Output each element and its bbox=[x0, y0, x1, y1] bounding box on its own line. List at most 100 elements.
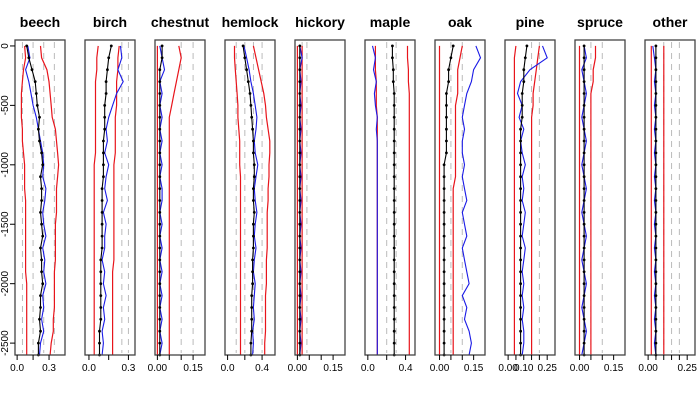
mean-point bbox=[519, 222, 522, 226]
series-upper-bound bbox=[452, 45, 463, 355]
mean-point bbox=[582, 199, 586, 202]
mean-point bbox=[392, 329, 396, 333]
x-tick-label: 0.15 bbox=[604, 363, 624, 374]
panel-other: other 0.00 0.25 bbox=[638, 14, 697, 374]
mean-point bbox=[654, 163, 658, 167]
mean-point bbox=[250, 115, 254, 119]
mean-point bbox=[298, 175, 302, 179]
mean-point bbox=[442, 282, 446, 286]
x-tick-label: 0.25 bbox=[537, 363, 557, 374]
x-tick-label: 0.00 bbox=[430, 363, 450, 374]
series-upper-bound bbox=[168, 45, 182, 355]
panel-spruce: spruce 0.00 0.15 bbox=[570, 14, 626, 374]
y-tick-label: -500 bbox=[0, 95, 11, 115]
mean-point bbox=[107, 56, 111, 60]
mean-point bbox=[103, 127, 107, 131]
x-tick-label: 0.3 bbox=[42, 363, 56, 374]
mean-point bbox=[106, 68, 109, 72]
mean-point bbox=[654, 92, 658, 95]
mean-point bbox=[100, 211, 104, 214]
mean-point bbox=[160, 44, 164, 48]
mean-point bbox=[38, 115, 41, 119]
mean-point bbox=[158, 175, 162, 179]
mean-point bbox=[392, 151, 396, 155]
y-axis: 0 -500 -1000 -1500 -2000 -2500 bbox=[0, 43, 15, 356]
mean-point bbox=[392, 234, 396, 238]
mean-point bbox=[298, 115, 302, 119]
x-tick-label: 0.15 bbox=[464, 363, 484, 374]
mean-point bbox=[158, 68, 162, 72]
mean-point bbox=[158, 187, 162, 191]
series-upper-bound bbox=[252, 45, 271, 355]
mean-point bbox=[35, 104, 39, 107]
mean-point bbox=[442, 211, 446, 214]
mean-point bbox=[523, 56, 527, 60]
mean-point bbox=[582, 175, 586, 179]
panel-frame bbox=[154, 39, 206, 356]
mean-point bbox=[582, 80, 586, 83]
mean-point bbox=[298, 222, 302, 226]
mean-point bbox=[654, 282, 658, 286]
mean-point bbox=[392, 258, 396, 262]
mean-point bbox=[39, 294, 42, 297]
mean-point bbox=[445, 127, 448, 131]
x-tick-label: 0.3 bbox=[121, 363, 135, 374]
mean-point bbox=[298, 258, 302, 262]
mean-point bbox=[442, 187, 446, 191]
mean-point bbox=[392, 92, 396, 95]
mean-point bbox=[519, 187, 522, 191]
x-tick-label: 0.00 bbox=[570, 363, 590, 374]
panel-title: hickory bbox=[295, 14, 345, 30]
mean-point bbox=[158, 104, 162, 107]
mean-point bbox=[298, 92, 302, 95]
x-tick-label: 0.00 bbox=[638, 363, 658, 374]
series-observed bbox=[101, 45, 124, 356]
mean-point bbox=[445, 92, 448, 95]
mean-point bbox=[442, 294, 446, 297]
mean-point bbox=[102, 139, 105, 143]
mean-point bbox=[39, 306, 42, 309]
mean-point bbox=[445, 151, 448, 155]
mean-point bbox=[520, 115, 524, 119]
mean-point bbox=[519, 329, 522, 333]
panel-frame bbox=[224, 39, 276, 356]
mean-point bbox=[392, 306, 396, 309]
mean-point bbox=[451, 44, 455, 48]
mean-point bbox=[298, 211, 302, 214]
mean-point bbox=[98, 341, 101, 345]
mean-point bbox=[298, 234, 302, 238]
mean-point bbox=[582, 151, 586, 155]
mean-point bbox=[442, 329, 446, 333]
mean-point bbox=[449, 56, 453, 60]
series-observed bbox=[159, 45, 166, 356]
mean-point bbox=[582, 139, 586, 143]
mean-point bbox=[298, 306, 302, 309]
mean-point bbox=[522, 68, 526, 72]
mean-point bbox=[298, 329, 302, 333]
mean-point bbox=[298, 127, 302, 131]
mean-point bbox=[442, 234, 446, 238]
mean-point bbox=[158, 246, 162, 250]
panel-title: chestnut bbox=[151, 14, 210, 30]
mean-point bbox=[298, 294, 302, 297]
mean-point bbox=[99, 270, 103, 274]
x-tick-label: 0.4 bbox=[255, 363, 269, 374]
mean-point bbox=[250, 294, 254, 297]
mean-point bbox=[519, 282, 522, 286]
mean-point bbox=[392, 187, 396, 191]
series-observed bbox=[516, 45, 548, 356]
mean-point bbox=[99, 282, 103, 286]
mean-point bbox=[391, 44, 394, 48]
panel-title: pine bbox=[516, 14, 545, 30]
mean-point bbox=[654, 44, 658, 48]
series-observed bbox=[243, 45, 259, 356]
mean-point bbox=[392, 341, 396, 345]
mean-point bbox=[158, 163, 162, 167]
x-tick-label: 0.10 bbox=[514, 363, 534, 374]
mean-point bbox=[158, 80, 162, 83]
mean-point bbox=[158, 282, 162, 286]
mean-point bbox=[298, 56, 302, 60]
mean-point bbox=[298, 68, 302, 72]
mean-point bbox=[252, 246, 255, 250]
mean-point bbox=[39, 175, 42, 179]
